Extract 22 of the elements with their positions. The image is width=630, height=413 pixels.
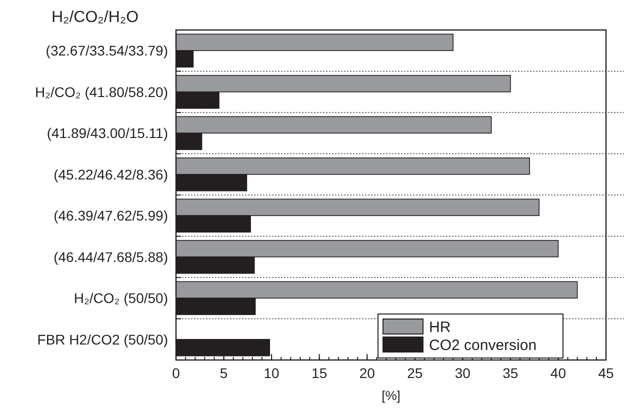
x-tick-label: 35	[502, 365, 518, 381]
x-tick-label: 5	[220, 365, 228, 381]
y-tick-label: H₂/CO₂ (50/50)	[74, 290, 168, 306]
x-tick-label: 30	[454, 365, 471, 381]
x-tick-label: 0	[172, 365, 180, 381]
legend-label: HR	[429, 319, 451, 336]
x-tick-label: 40	[550, 365, 566, 381]
y-tick-label: (32.67/33.54/33.79)	[46, 42, 168, 59]
y-axis-title: H₂/CO₂/H₂O	[51, 9, 139, 26]
y-tick-label: (46.39/47.62/5.99)	[54, 208, 168, 224]
y-tick-label: H₂/CO₂ (41.80/58.20)	[34, 84, 168, 100]
legend-label: CO2 conversion	[429, 337, 537, 354]
y-tick-label: FBR H2/CO2 (50/50)	[37, 331, 168, 348]
x-axis-title: [%]	[382, 388, 400, 403]
y-tick-label: (45.22/46.42/8.36)	[54, 166, 168, 182]
x-tick-label: 25	[407, 365, 423, 381]
x-tick-label: 20	[359, 365, 376, 381]
y-tick-label: (46.44/47.68/5.88)	[54, 248, 168, 265]
y-tick-label: (41.89/43.00/15.11)	[46, 125, 168, 142]
x-tick-label: 45	[598, 365, 614, 381]
x-tick-label: 15	[312, 365, 328, 381]
x-tick-label: 10	[264, 365, 280, 381]
